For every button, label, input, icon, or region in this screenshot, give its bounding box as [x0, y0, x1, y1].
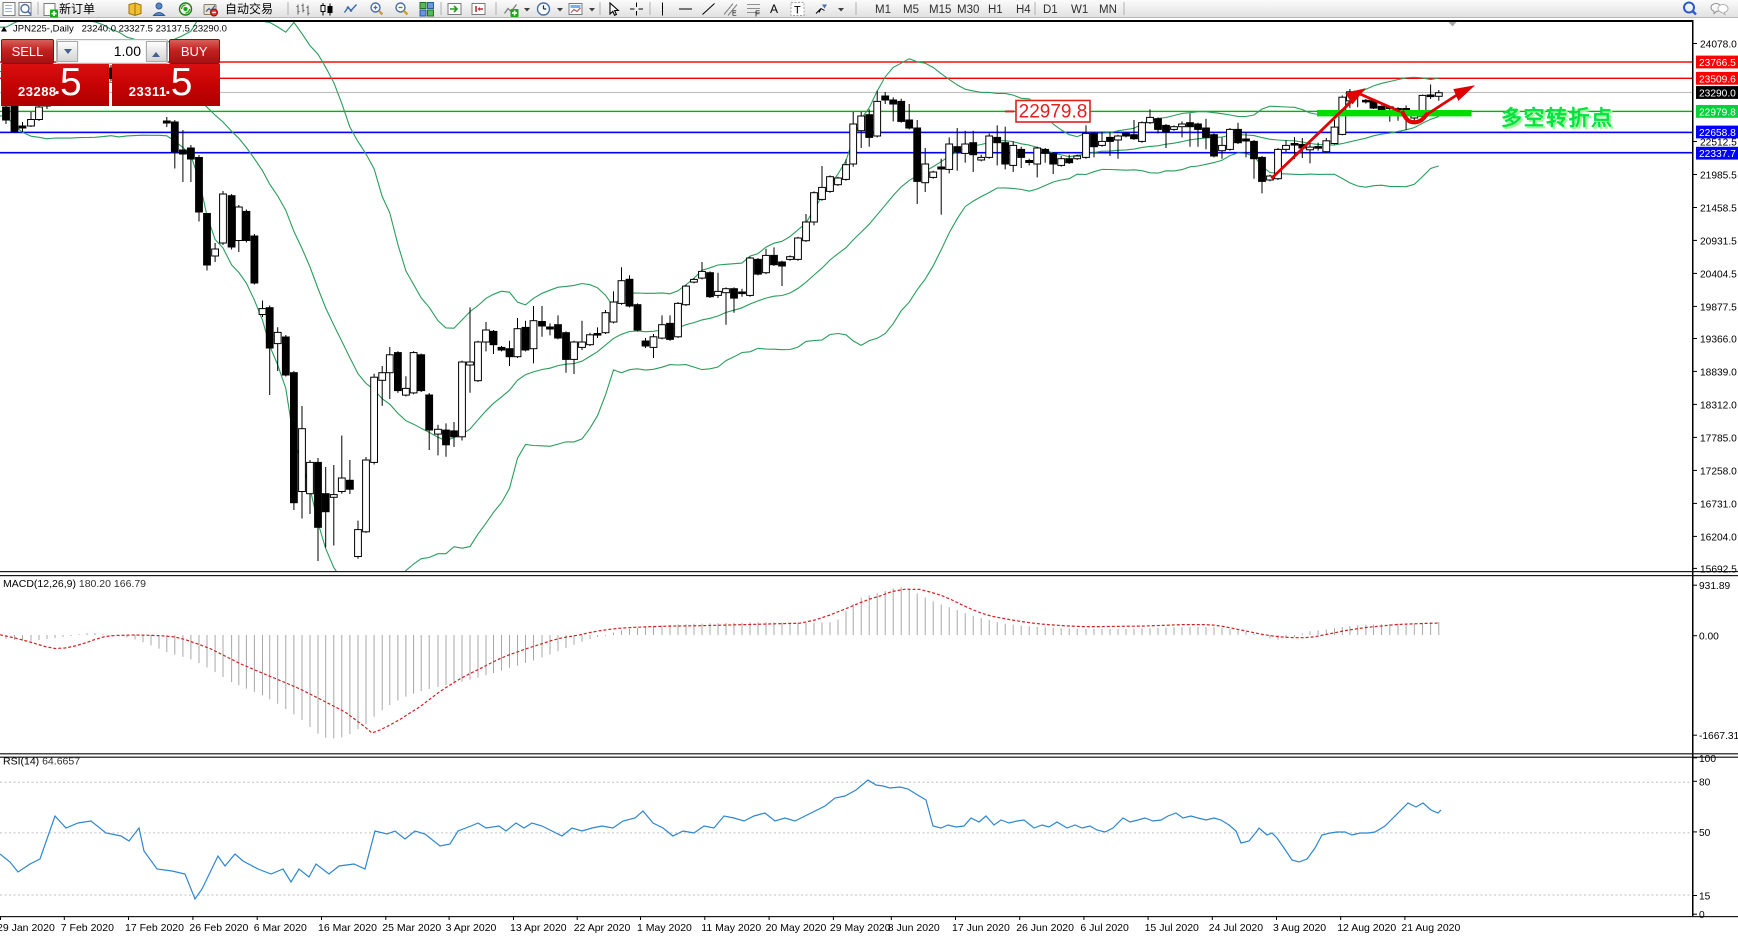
- svg-text:20 May 2020: 20 May 2020: [766, 922, 827, 934]
- svg-text:17258.0: 17258.0: [1700, 466, 1737, 477]
- svg-text:15692.5: 15692.5: [1700, 564, 1737, 575]
- svg-text:23509.6: 23509.6: [1699, 74, 1736, 85]
- svg-text:7 Feb 2020: 7 Feb 2020: [61, 922, 114, 934]
- svg-text:23290.0: 23290.0: [1699, 89, 1736, 100]
- svg-text:22658.8: 22658.8: [1699, 128, 1736, 139]
- svg-text:8 Jun 2020: 8 Jun 2020: [888, 922, 940, 934]
- svg-text:0: 0: [1699, 910, 1705, 921]
- svg-text:22337.7: 22337.7: [1699, 149, 1736, 160]
- svg-text:20931.5: 20931.5: [1700, 236, 1737, 247]
- svg-text:H1: H1: [988, 4, 1003, 16]
- svg-text:6 Jul 2020: 6 Jul 2020: [1080, 922, 1129, 934]
- svg-text:22 Apr 2020: 22 Apr 2020: [574, 922, 631, 934]
- svg-text:15 Jul 2020: 15 Jul 2020: [1145, 922, 1199, 934]
- svg-text:T: T: [794, 5, 801, 17]
- svg-text:22512.5: 22512.5: [1700, 138, 1737, 149]
- svg-text:3 Apr 2020: 3 Apr 2020: [446, 922, 497, 934]
- svg-text:A: A: [770, 2, 778, 16]
- svg-text:17 Jun 2020: 17 Jun 2020: [952, 922, 1010, 934]
- svg-text:-1667.31: -1667.31: [1699, 731, 1738, 742]
- svg-text:26 Feb 2020: 26 Feb 2020: [189, 922, 248, 934]
- svg-text:931.89: 931.89: [1699, 581, 1730, 592]
- svg-text:12 Aug 2020: 12 Aug 2020: [1337, 922, 1396, 934]
- svg-text:17785.0: 17785.0: [1700, 433, 1737, 444]
- svg-text:21985.5: 21985.5: [1700, 171, 1737, 182]
- svg-text:E: E: [732, 11, 737, 18]
- svg-text:16 Mar 2020: 16 Mar 2020: [318, 922, 377, 934]
- svg-text:M30: M30: [957, 4, 979, 16]
- svg-text:15: 15: [1699, 892, 1711, 903]
- svg-text:0.00: 0.00: [1699, 632, 1719, 643]
- svg-text:18839.0: 18839.0: [1700, 367, 1737, 378]
- svg-text:MN: MN: [1099, 4, 1117, 16]
- svg-text:11 May 2020: 11 May 2020: [701, 922, 761, 934]
- svg-text:22979.8: 22979.8: [1699, 107, 1736, 118]
- svg-text:29 May 2020: 29 May 2020: [830, 922, 891, 934]
- svg-text:24078.0: 24078.0: [1700, 40, 1737, 51]
- svg-text:RSI(14) 64.6657: RSI(14) 64.6657: [3, 756, 80, 768]
- svg-text:F: F: [755, 10, 760, 19]
- svg-text:多空转折点: 多空转折点: [1501, 106, 1614, 130]
- svg-text:新订单: 新订单: [59, 1, 95, 16]
- svg-text:16731.0: 16731.0: [1700, 499, 1737, 510]
- svg-text:22979.8: 22979.8: [1019, 102, 1088, 123]
- svg-text:JPN225-,Daily 23240.0 23327.: JPN225-,Daily 23240.0 23327.5 23137.5 23…: [13, 24, 227, 35]
- svg-text:80: 80: [1699, 777, 1711, 788]
- svg-text:19877.5: 19877.5: [1700, 302, 1737, 313]
- svg-text:W1: W1: [1071, 4, 1088, 16]
- svg-text:M1: M1: [875, 4, 891, 16]
- svg-text:MACD(12,26,9) 180.20 166.79: MACD(12,26,9) 180.20 166.79: [3, 578, 146, 590]
- svg-text:21458.5: 21458.5: [1700, 204, 1737, 215]
- svg-text:29 Jan 2020: 29 Jan 2020: [0, 922, 55, 934]
- svg-text:24 Jul 2020: 24 Jul 2020: [1209, 922, 1263, 934]
- svg-text:20404.5: 20404.5: [1700, 269, 1737, 280]
- svg-text:23766.5: 23766.5: [1699, 58, 1736, 69]
- svg-text:19366.0: 19366.0: [1700, 335, 1737, 346]
- svg-text:自动交易: 自动交易: [225, 1, 273, 16]
- svg-text:M5: M5: [903, 4, 919, 16]
- svg-text:3 Aug 2020: 3 Aug 2020: [1273, 922, 1326, 934]
- svg-text:17 Feb 2020: 17 Feb 2020: [125, 922, 184, 934]
- svg-text:26 Jun 2020: 26 Jun 2020: [1016, 922, 1074, 934]
- svg-text:16204.0: 16204.0: [1700, 532, 1737, 543]
- svg-text:13 Apr 2020: 13 Apr 2020: [510, 922, 567, 934]
- svg-text:1 May 2020: 1 May 2020: [637, 922, 692, 934]
- svg-text:H4: H4: [1016, 4, 1031, 16]
- svg-text:25 Mar 2020: 25 Mar 2020: [382, 922, 441, 934]
- svg-text:6 Mar 2020: 6 Mar 2020: [254, 922, 307, 934]
- svg-text:100: 100: [1699, 754, 1716, 765]
- svg-text:M15: M15: [929, 4, 951, 16]
- svg-text:50: 50: [1699, 828, 1711, 839]
- svg-text:18312.0: 18312.0: [1700, 400, 1737, 411]
- svg-text:21 Aug 2020: 21 Aug 2020: [1401, 922, 1460, 934]
- svg-text:D1: D1: [1043, 4, 1058, 16]
